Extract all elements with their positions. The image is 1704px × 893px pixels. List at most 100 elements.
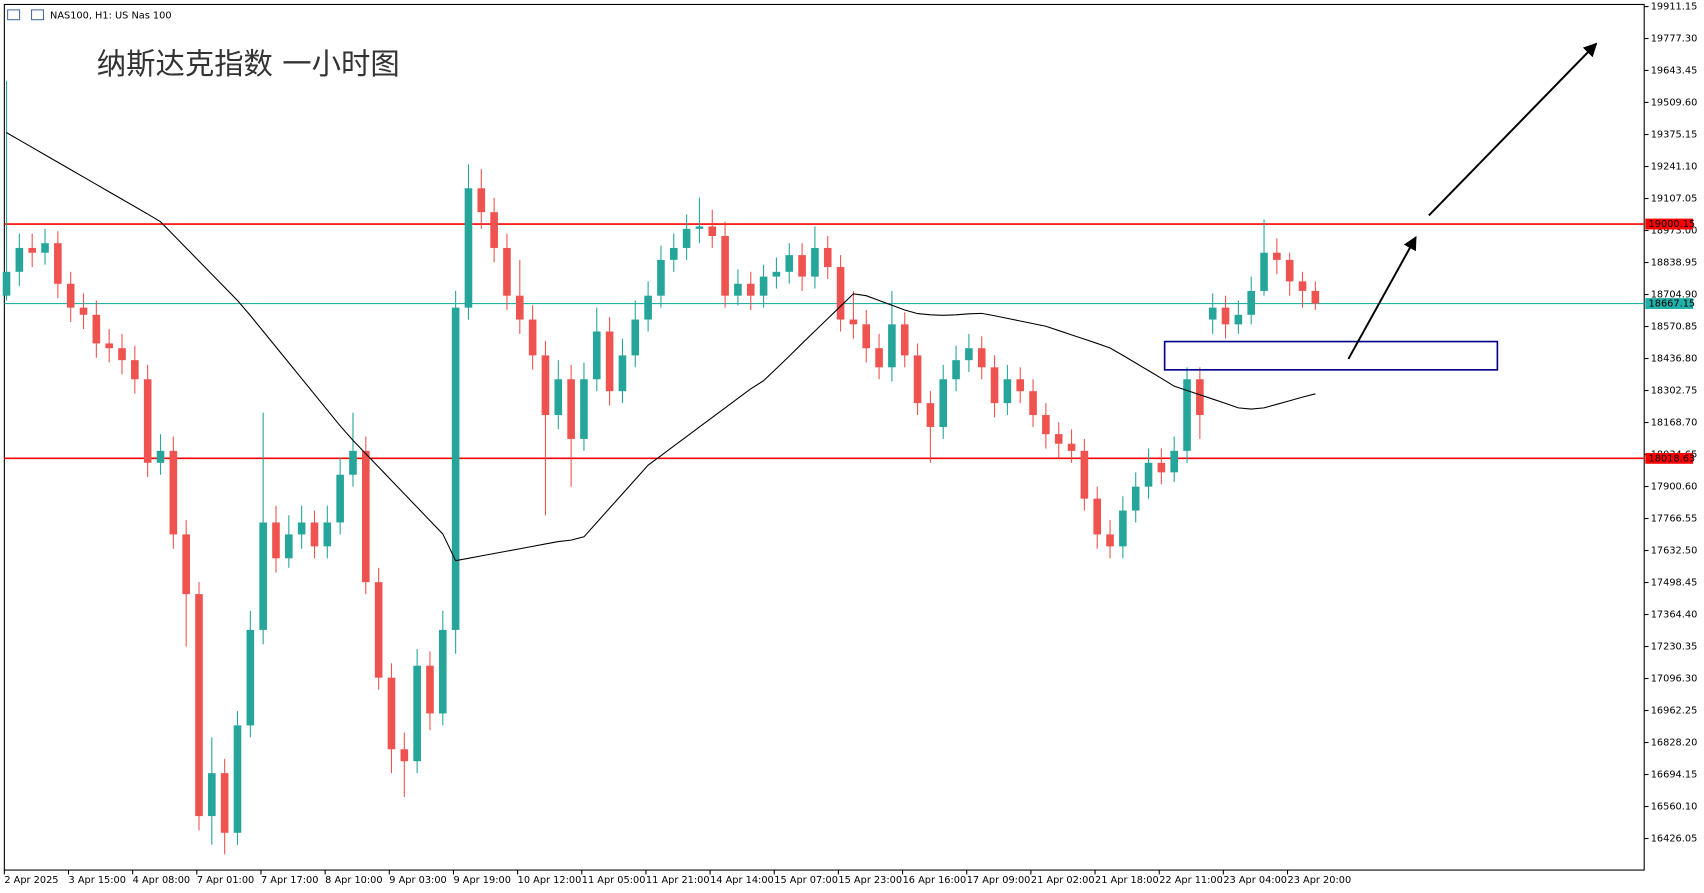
candle-body: [336, 474, 344, 523]
candle-body: [888, 324, 896, 368]
candle-body: [785, 255, 794, 272]
candle-body: [1208, 307, 1217, 320]
candle-body: [374, 582, 383, 678]
candle-body: [772, 271, 781, 277]
candle-body: [580, 379, 588, 439]
candle-body: [1311, 290, 1320, 304]
candle-body: [682, 228, 691, 248]
level-label-bg: [1645, 218, 1694, 230]
y-tick-label: 16828.20: [1651, 738, 1698, 749]
candle-body: [823, 247, 832, 268]
candle-body: [15, 247, 24, 272]
candle-body: [182, 534, 190, 595]
y-tick-label: 18838.95: [1651, 258, 1698, 269]
candle-body: [1119, 510, 1127, 547]
candle-body: [310, 522, 319, 547]
candle-body: [503, 247, 511, 296]
y-tick-label: 19375.15: [1651, 130, 1698, 141]
candle-body: [952, 360, 960, 380]
candle-body: [66, 283, 75, 308]
candle-body: [990, 367, 999, 404]
candle-body: [913, 355, 922, 404]
candle-body: [515, 295, 524, 320]
candle-body: [849, 319, 858, 325]
header-icon: [7, 9, 21, 21]
x-tick-label: 21 Apr 18:00: [1095, 875, 1159, 886]
candle-body: [708, 226, 717, 237]
y-tick-label: 18973.00: [1651, 226, 1698, 237]
candle-body: [195, 594, 203, 817]
candle-body: [272, 522, 280, 559]
candle-body: [900, 324, 909, 356]
current-price-bg: [1645, 298, 1694, 309]
candle-body: [259, 522, 267, 630]
plot-frame: [3, 3, 1645, 871]
candle-body: [1067, 443, 1076, 451]
candle-body: [1170, 450, 1179, 473]
candle-body: [1273, 252, 1281, 260]
x-tick-label: 23 Apr 20:00: [1288, 875, 1352, 886]
candle-body: [1080, 450, 1089, 499]
candle-body: [246, 629, 255, 726]
candle-body: [438, 629, 447, 714]
candle-body: [1093, 498, 1102, 535]
y-tick-label: 19777.30: [1651, 34, 1698, 45]
x-tick-label: 9 Apr 03:00: [389, 875, 446, 886]
y-tick-label: 18436.80: [1651, 354, 1698, 365]
candle-body: [118, 348, 126, 361]
arrow: [1347, 235, 1417, 360]
y-tick-label: 18302.75: [1651, 386, 1698, 397]
candle-body: [965, 348, 973, 361]
moving-average: [6, 132, 1316, 562]
candle-body: [400, 749, 409, 762]
candle-body: [477, 188, 486, 213]
y-tick-label: 19241.10: [1651, 162, 1698, 173]
x-tick-label: 11 Apr 05:00: [582, 875, 646, 886]
candle-body: [605, 331, 614, 392]
x-tick-label: 23 Apr 04:00: [1223, 875, 1287, 886]
x-tick-label: 15 Apr 07:00: [774, 875, 838, 886]
candle-body: [554, 379, 563, 416]
x-tick-label: 3 Apr 15:00: [69, 875, 126, 886]
candle-body: [297, 522, 306, 535]
candle-body: [939, 379, 948, 427]
x-tick-label: 15 Apr 23:00: [838, 875, 902, 886]
level-label: 19000.15: [1649, 219, 1696, 230]
y-tick-label: 16560.10: [1651, 802, 1698, 813]
candle-body: [1196, 379, 1204, 416]
y-tick-label: 19509.60: [1651, 97, 1698, 108]
candle-body: [362, 450, 370, 583]
candle-body: [644, 295, 652, 320]
x-tick-label: 10 Apr 12:00: [518, 875, 582, 886]
candle-body: [387, 677, 396, 750]
candle-body: [156, 450, 165, 463]
candle-body: [208, 773, 216, 817]
y-tick-label: 17096.30: [1651, 674, 1698, 685]
level-label: 18018.63: [1649, 453, 1696, 464]
candle-body: [1042, 415, 1050, 435]
y-tick-label: 19643.45: [1651, 65, 1698, 76]
candle-body: [1054, 434, 1063, 444]
zone-box: [1163, 340, 1499, 371]
candle-body: [2, 271, 11, 296]
candle-body: [734, 283, 742, 296]
candle-body: [426, 665, 434, 714]
y-tick-label: 16962.25: [1651, 706, 1698, 717]
x-tick-label: 14 Apr 14:00: [710, 875, 774, 886]
y-tick-label: 18168.70: [1651, 418, 1698, 429]
candle-body: [528, 319, 537, 356]
candle-body: [41, 243, 49, 253]
y-tick-label: 17766.55: [1651, 514, 1698, 525]
candle-body: [464, 188, 473, 308]
candle-body: [1016, 379, 1025, 392]
y-tick-label: 18704.90: [1651, 290, 1698, 301]
candle-body: [131, 360, 139, 380]
chart-title: 纳斯达克指数 一小时图: [97, 47, 400, 81]
candle-body: [323, 522, 332, 547]
x-tick-label: 9 Apr 19:00: [453, 875, 510, 886]
header-icon: [30, 9, 45, 21]
candle-body: [862, 324, 871, 349]
